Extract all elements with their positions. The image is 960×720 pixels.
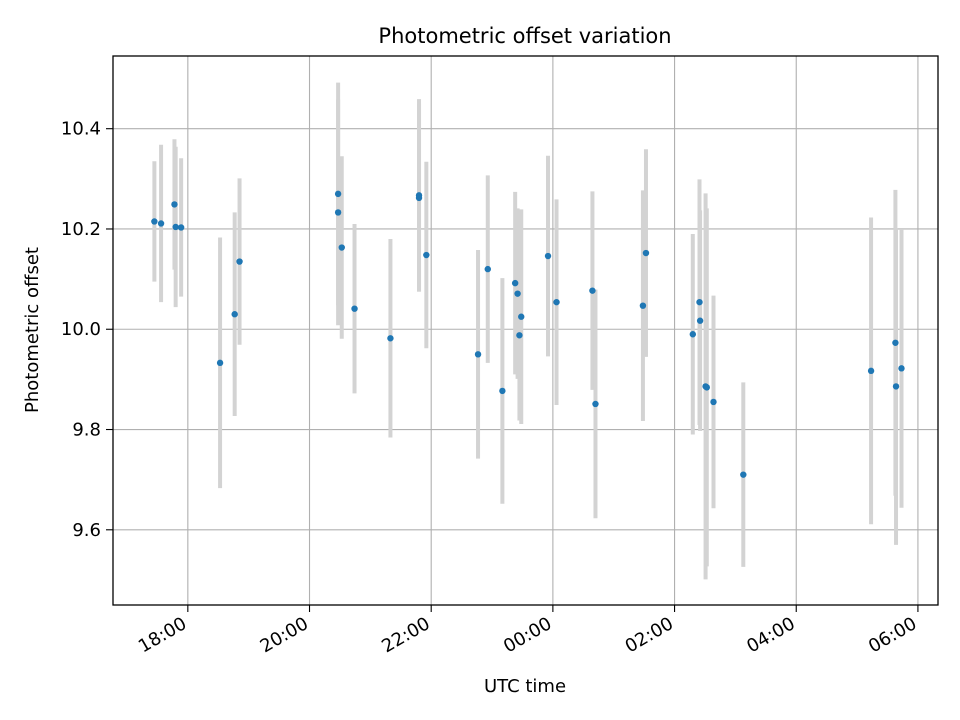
- data-point: [553, 298, 560, 306]
- y-tick-label: 9.8: [72, 420, 101, 441]
- data-point: [236, 258, 243, 265]
- data-point: [334, 190, 342, 198]
- data-point: [172, 223, 179, 231]
- data-point: [867, 367, 875, 375]
- data-point: [544, 252, 552, 260]
- y-axis: 9.6 9.8 10.0 10.2 10.4: [61, 119, 113, 541]
- data-point: [334, 209, 342, 216]
- y-tick-label: 9.6: [72, 520, 101, 541]
- data-point: [216, 359, 224, 367]
- data-point: [415, 194, 423, 202]
- data-point: [151, 218, 158, 225]
- data-point: [514, 290, 521, 297]
- data-point: [642, 249, 650, 257]
- grid: [113, 56, 938, 605]
- data-point: [177, 224, 185, 231]
- data-point: [423, 251, 430, 259]
- y-axis-label: Photometric offset: [22, 247, 43, 413]
- data-point: [387, 335, 394, 342]
- y-tick-label: 10.0: [61, 319, 101, 340]
- x-axis-label: UTC time: [484, 676, 566, 697]
- data-point: [898, 365, 905, 372]
- data-point: [892, 383, 900, 390]
- data-point: [484, 265, 491, 273]
- data-point: [511, 279, 519, 287]
- data-point: [703, 384, 711, 391]
- data-point: [592, 400, 599, 408]
- plot-frame: [112, 55, 939, 606]
- data-point: [231, 311, 238, 318]
- data-point: [338, 244, 345, 251]
- data-points: [151, 190, 905, 478]
- data-point: [689, 331, 697, 338]
- chart-title: Photometric offset variation: [378, 24, 671, 48]
- data-point: [171, 201, 178, 208]
- data-point: [696, 317, 704, 324]
- data-point: [740, 471, 747, 478]
- data-point: [696, 298, 703, 306]
- data-point: [518, 313, 525, 320]
- data-point: [710, 398, 717, 406]
- data-point: [351, 305, 358, 312]
- data-point: [589, 287, 596, 294]
- data-point: [499, 387, 506, 395]
- data-point: [516, 332, 523, 339]
- y-tick-label: 10.2: [61, 219, 101, 240]
- data-point: [639, 302, 647, 309]
- data-point: [892, 339, 899, 346]
- data-point: [157, 220, 165, 227]
- data-point: [474, 351, 482, 358]
- y-tick-label: 10.4: [61, 119, 101, 140]
